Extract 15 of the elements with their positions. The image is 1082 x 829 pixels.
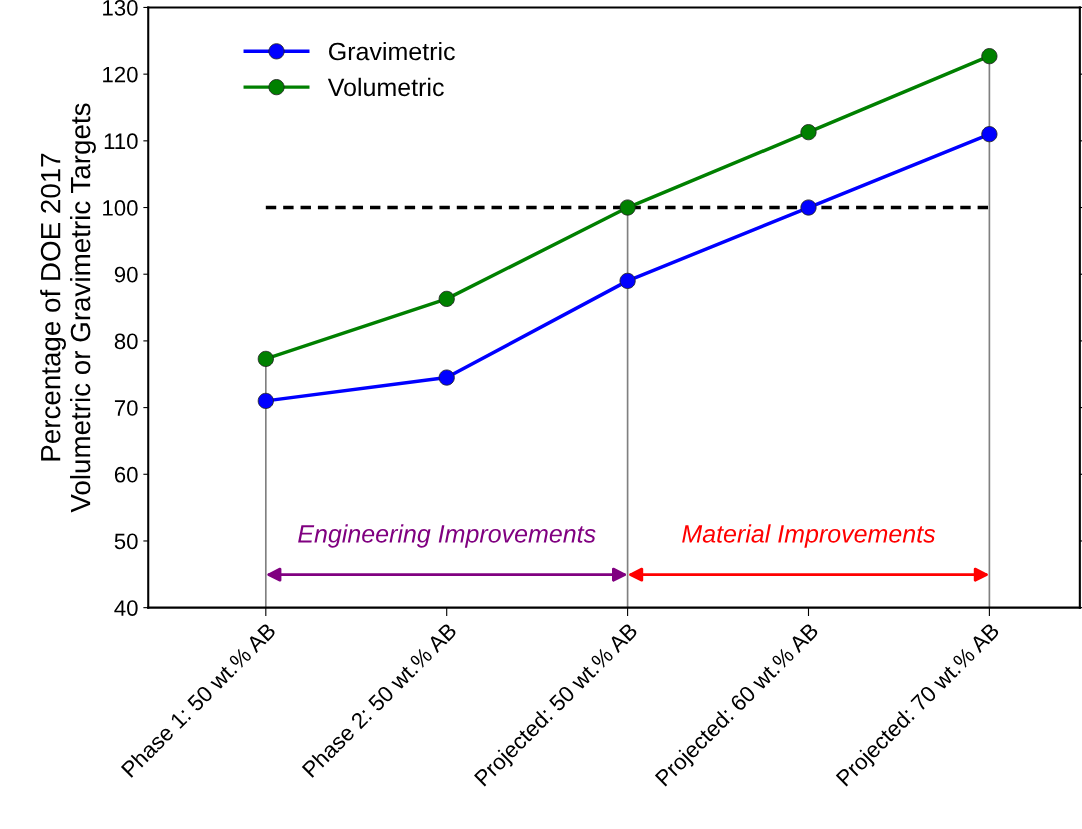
- y-tick-label: 100: [103, 200, 138, 216]
- y-tick-label: 50: [114, 533, 138, 550]
- y-tick-label: 90: [114, 266, 138, 283]
- y-tick-label: 130: [103, 0, 138, 16]
- legend-label: Gravimetric: [329, 41, 455, 61]
- y-tick-label: 60: [114, 466, 138, 483]
- legend-label: Volumetric: [327, 77, 444, 97]
- annotation: Engineering Improvements: [298, 524, 596, 548]
- y-tick-label: 40: [114, 600, 138, 616]
- y-tick-label: 120: [103, 66, 138, 83]
- y-tick-label: 80: [114, 333, 138, 350]
- y-tick-label: 70: [114, 400, 138, 416]
- y-axis-title: Percentage of DOE 2017 Volumetric or Gravimetric Targets: [40, 103, 96, 513]
- y-tick-label: 110: [104, 133, 138, 150]
- annotation: Material Improvements: [682, 524, 936, 548]
